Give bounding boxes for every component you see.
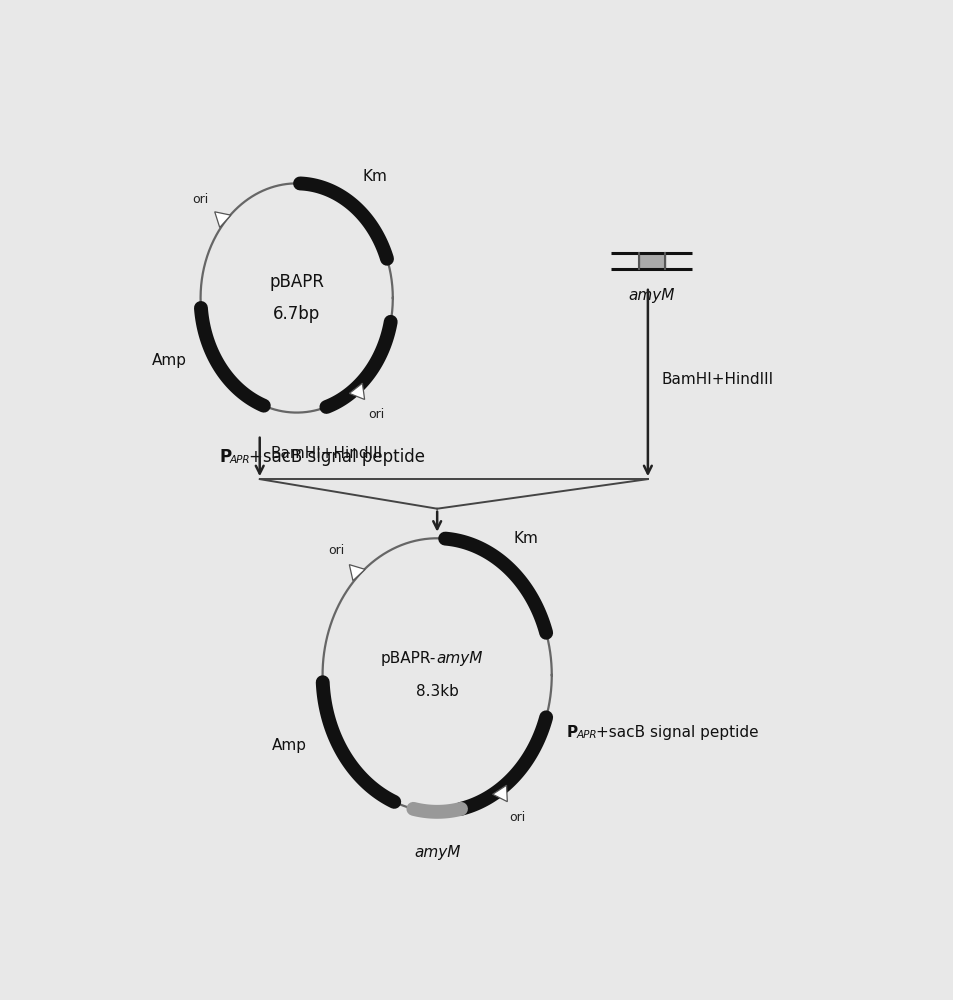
Text: APR: APR <box>229 455 250 465</box>
Text: ori: ori <box>193 193 209 206</box>
Text: ori: ori <box>328 544 344 557</box>
Text: pBAPR-: pBAPR- <box>380 651 436 666</box>
Text: 6.7bp: 6.7bp <box>273 305 320 323</box>
Text: Amp: Amp <box>152 353 187 368</box>
Text: pBAPR: pBAPR <box>269 273 324 291</box>
Polygon shape <box>349 383 364 399</box>
Polygon shape <box>214 212 231 227</box>
Text: Amp: Amp <box>272 738 307 753</box>
Text: amyM: amyM <box>436 651 482 666</box>
Polygon shape <box>349 565 365 581</box>
Text: amyM: amyM <box>414 845 460 860</box>
Text: BamHI+HindIII: BamHI+HindIII <box>271 446 382 461</box>
Text: BamHI+HindIII: BamHI+HindIII <box>660 372 773 387</box>
Text: APR: APR <box>577 730 597 740</box>
Text: 8.3kb: 8.3kb <box>416 684 458 699</box>
Text: +sacB signal peptide: +sacB signal peptide <box>249 448 424 466</box>
Polygon shape <box>492 785 507 802</box>
Text: +sacB signal peptide: +sacB signal peptide <box>596 725 758 740</box>
Text: Km: Km <box>362 169 387 184</box>
Text: P: P <box>219 448 231 466</box>
Bar <box>638 253 664 269</box>
Text: Km: Km <box>514 531 538 546</box>
Text: amyM: amyM <box>628 288 674 303</box>
Text: P: P <box>566 725 578 740</box>
Text: ori: ori <box>509 811 525 824</box>
Text: ori: ori <box>368 408 384 421</box>
